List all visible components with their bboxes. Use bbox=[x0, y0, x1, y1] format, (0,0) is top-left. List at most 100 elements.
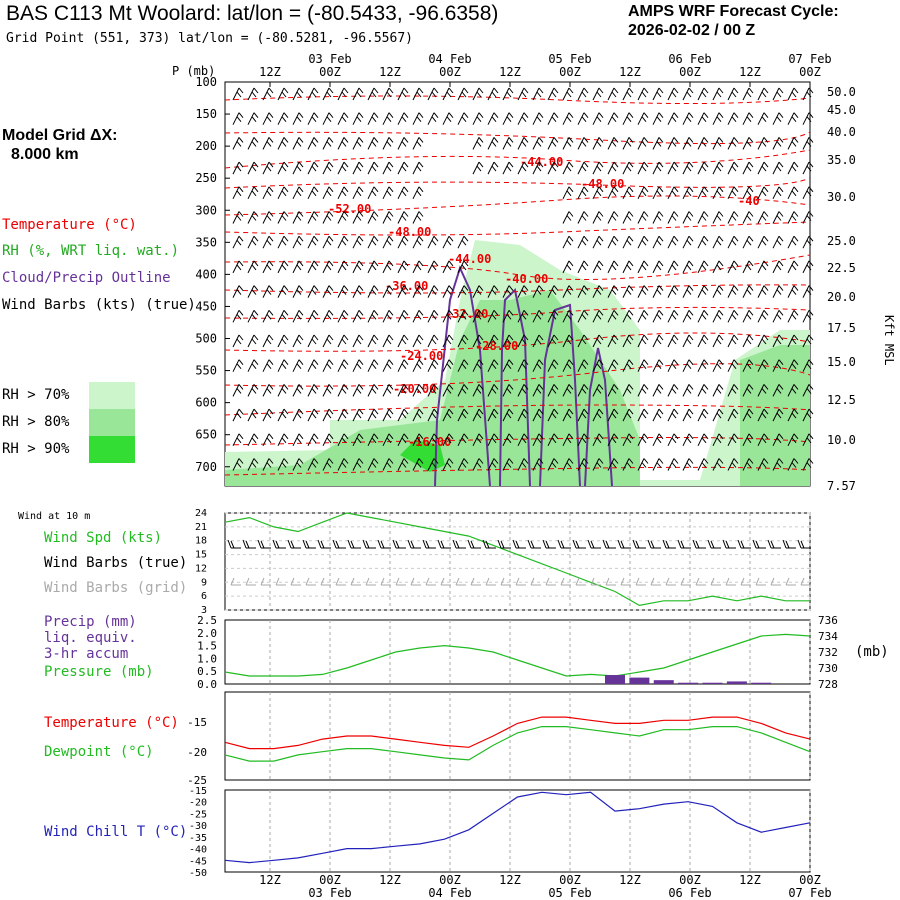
surface-wind-barb bbox=[467, 539, 481, 549]
top-time-label: 12Z bbox=[499, 65, 521, 79]
wind-barb bbox=[607, 309, 619, 323]
wind-barb bbox=[322, 458, 334, 471]
top-time-label: 00Z bbox=[679, 65, 701, 79]
wind-barb bbox=[742, 235, 754, 249]
temp-contour-label: -48.00 bbox=[388, 225, 431, 239]
wind-barb bbox=[547, 433, 559, 447]
wind-barb bbox=[622, 408, 634, 422]
temperature-contour bbox=[224, 177, 811, 189]
precip-ytick-label: 2.5 bbox=[197, 614, 217, 627]
wind-barb bbox=[337, 137, 349, 150]
temp-ytick-label: -20 bbox=[187, 746, 207, 759]
wind-barb bbox=[337, 359, 349, 372]
wind-barb bbox=[742, 211, 754, 224]
surface-wind-barb bbox=[677, 539, 691, 549]
wind-barb bbox=[712, 112, 724, 125]
wind-barb bbox=[262, 211, 274, 224]
wind-barb bbox=[427, 87, 439, 101]
wind-barb bbox=[652, 458, 664, 471]
wind-barb bbox=[472, 384, 484, 397]
wind-barb bbox=[622, 137, 634, 150]
bottom-time-label: 00Z bbox=[559, 873, 581, 887]
wind-barb bbox=[607, 408, 619, 422]
wind-barb bbox=[577, 433, 589, 447]
wind-barb bbox=[337, 334, 349, 348]
wind-barb bbox=[562, 87, 574, 101]
wind-barb bbox=[727, 260, 739, 274]
pressure-ytick-label: 736 bbox=[818, 614, 838, 627]
cloud-outline bbox=[499, 287, 531, 487]
grid-wind-barb bbox=[260, 577, 271, 586]
grid-wind-barb bbox=[395, 577, 406, 586]
surface-wind-barb bbox=[722, 539, 736, 549]
wind-barb bbox=[802, 334, 814, 348]
wind-barb bbox=[427, 334, 439, 348]
wind-barb bbox=[277, 186, 289, 200]
wind-barb bbox=[667, 260, 679, 274]
wind-barb bbox=[697, 112, 709, 125]
wind-barb bbox=[622, 260, 634, 274]
wind-barb bbox=[607, 112, 619, 125]
wind-barb bbox=[292, 260, 304, 274]
wind-barb bbox=[397, 161, 409, 175]
grid-wind-barb bbox=[695, 577, 706, 586]
wind-barb bbox=[787, 137, 799, 150]
wind-barb bbox=[427, 285, 439, 298]
wind-barb bbox=[382, 408, 394, 422]
wind-barb bbox=[352, 260, 364, 274]
wind-barb bbox=[397, 384, 409, 397]
wind-barb bbox=[232, 458, 244, 471]
wind-barb bbox=[802, 186, 814, 200]
wind-barb bbox=[232, 211, 244, 224]
wind-barb bbox=[427, 408, 439, 422]
wind-barb bbox=[682, 384, 694, 397]
grid-wind-barb bbox=[425, 577, 436, 586]
surface-wind-barb bbox=[437, 539, 451, 549]
precip-bar bbox=[605, 675, 625, 684]
wind-barb bbox=[757, 433, 769, 447]
grid-wind-barb bbox=[500, 577, 511, 586]
wind-barb bbox=[502, 285, 514, 298]
wind-barb bbox=[472, 408, 484, 422]
wind-barb bbox=[592, 309, 604, 323]
wind-barb bbox=[292, 384, 304, 397]
wind-barb bbox=[757, 235, 769, 249]
wind-ytick-label: 21 bbox=[195, 522, 207, 533]
wind-barb bbox=[562, 186, 574, 200]
grid-wind-barb bbox=[470, 577, 481, 586]
wind-barb bbox=[412, 137, 424, 150]
wind-barb bbox=[667, 309, 679, 323]
wind-ytick-label: 18 bbox=[195, 536, 207, 547]
kft-tick-label: 45.0 bbox=[827, 103, 856, 117]
wind-barb bbox=[487, 161, 499, 175]
wind-barb bbox=[637, 408, 649, 422]
wind-barb bbox=[397, 309, 409, 323]
wind-barb bbox=[337, 408, 349, 422]
wind-barb bbox=[397, 87, 409, 101]
wind-barb bbox=[637, 112, 649, 125]
wind-barb bbox=[532, 359, 544, 372]
wind-barb bbox=[262, 408, 274, 422]
wind-barb bbox=[247, 309, 259, 323]
wind-barb bbox=[442, 384, 454, 397]
grid-wind-barb bbox=[245, 577, 256, 586]
top-date-label: 07 Feb bbox=[788, 52, 831, 66]
wind-barb bbox=[322, 112, 334, 125]
wind-barb bbox=[787, 87, 799, 101]
surface-wind-barb bbox=[332, 539, 346, 549]
wind-barb bbox=[487, 458, 499, 471]
windchill-ytick-label: -40 bbox=[189, 845, 207, 856]
wind-barb bbox=[787, 408, 799, 422]
wind-barb bbox=[607, 384, 619, 397]
kft-tick-label: 35.0 bbox=[827, 153, 856, 167]
wind-barb bbox=[307, 235, 319, 249]
wind-barb bbox=[742, 285, 754, 298]
wind-barb bbox=[337, 161, 349, 175]
wind-barb bbox=[292, 458, 304, 471]
wind-barb bbox=[232, 260, 244, 274]
wind-barb bbox=[787, 260, 799, 274]
wind-barb bbox=[697, 433, 709, 447]
wind-barb bbox=[712, 458, 724, 471]
wind-barb bbox=[247, 161, 259, 175]
wind-barb bbox=[757, 211, 769, 224]
